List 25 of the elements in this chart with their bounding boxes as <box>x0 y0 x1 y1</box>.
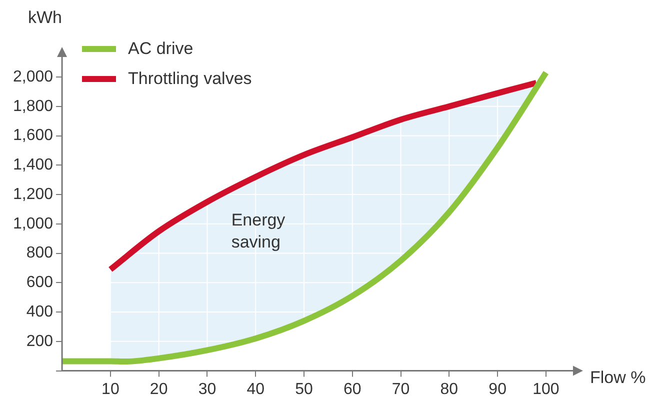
legend-label: Throttling valves <box>128 69 252 89</box>
x-tick-label: 70 <box>392 380 410 398</box>
y-tick-label: 200 <box>26 332 54 350</box>
y-tick-label: 1,800 <box>12 98 54 115</box>
x-tick-label: 60 <box>343 380 362 398</box>
x-tick-label: 100 <box>532 380 560 398</box>
x-tick-label: 90 <box>488 380 507 398</box>
y-tick-label: 400 <box>26 303 54 320</box>
y-axis-title: kWh <box>28 8 62 28</box>
x-tick-label: 50 <box>295 380 313 398</box>
y-tick-label: 1,400 <box>12 156 54 174</box>
y-tick-label: 600 <box>26 274 54 292</box>
y-tick-label: 1,200 <box>12 186 54 203</box>
x-tick-label: 40 <box>246 380 265 398</box>
x-tick-label: 10 <box>102 380 120 398</box>
legend-label: AC drive <box>128 39 194 59</box>
y-tick-label: 2,000 <box>12 68 54 86</box>
x-axis-title: Flow % <box>590 368 646 388</box>
x-tick-label: 20 <box>150 380 168 398</box>
x-tick-label: 30 <box>198 380 216 398</box>
y-tick-label: 800 <box>26 244 54 262</box>
y-tick-label: 1,000 <box>12 215 54 232</box>
x-tick-label: 80 <box>440 380 458 398</box>
y-tick-label: 1,600 <box>12 127 54 144</box>
annotation: Energy saving <box>231 210 286 252</box>
